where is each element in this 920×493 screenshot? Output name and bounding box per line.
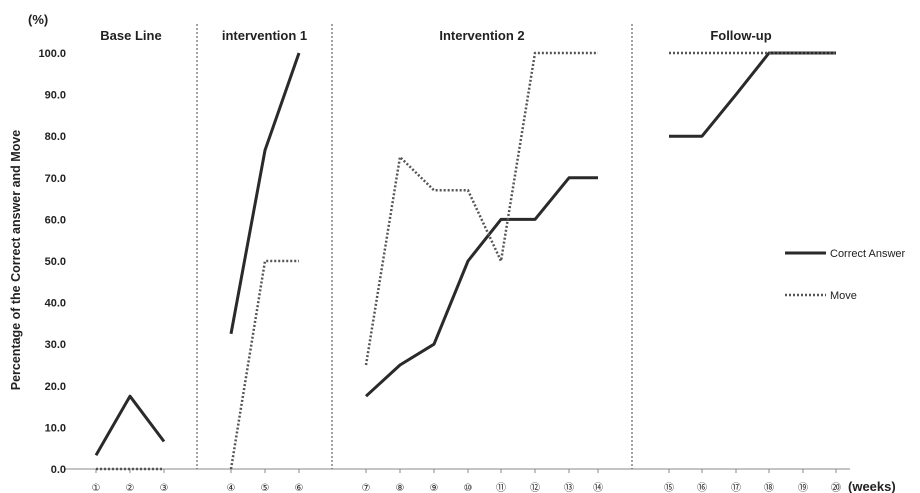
y-tick-label: 40.0 — [45, 298, 66, 310]
phase-label: intervention 1 — [222, 28, 307, 43]
move-series-line — [364, 51, 598, 366]
x-tick-label: ⑥ — [295, 483, 304, 493]
x-tick-label: ⑳ — [831, 482, 841, 493]
correct-answer-series-line — [364, 176, 598, 398]
x-tick-label: ⑦ — [362, 483, 371, 493]
x-tick-label: ⑮ — [664, 482, 674, 493]
x-tick-label: ① — [92, 483, 101, 493]
x-tick-label: ⑭ — [593, 482, 603, 493]
legend: Correct Answer Move — [785, 248, 906, 302]
axes — [65, 468, 850, 473]
y-tick-label: 90.0 — [45, 90, 66, 102]
phase-dividers — [196, 24, 633, 469]
phase-label: Intervention 2 — [439, 28, 524, 43]
x-tick-label: ③ — [160, 483, 169, 493]
x-tick-label: ⑨ — [430, 483, 439, 493]
correct-answer-series-line — [669, 51, 836, 138]
x-tick-label: ⑫ — [530, 482, 540, 493]
y-tick-label: 100.0 — [38, 48, 66, 60]
x-tick-label: ⑩ — [464, 483, 473, 493]
y-tick-label: 0.0 — [51, 464, 66, 476]
y-tick-label: 50.0 — [45, 256, 66, 268]
y-tick-label: 10.0 — [45, 422, 66, 434]
correct-answer-series-line — [94, 394, 166, 457]
x-unit-label: (weeks) — [848, 479, 896, 493]
x-tick-label: ⑧ — [396, 483, 405, 493]
x-tick-label: ⑯ — [697, 482, 707, 493]
y-tick-label: 70.0 — [45, 173, 66, 185]
chart-text: (%) (weeks) Percentage of the Correct an… — [9, 12, 896, 493]
x-tick-label: ⑰ — [731, 482, 741, 493]
y-unit-label: (%) — [28, 12, 48, 27]
y-tick-label: 20.0 — [45, 381, 66, 393]
x-tick-label: ⑤ — [261, 483, 270, 493]
x-tick-label: ② — [126, 483, 135, 493]
y-tick-label: 60.0 — [45, 214, 66, 226]
y-axis-title: Percentage of the Correct answer and Mov… — [9, 130, 23, 391]
legend-label: Correct Answer — [830, 248, 906, 260]
x-tick-label: ⑬ — [564, 482, 574, 493]
phase-label: Follow-up — [710, 28, 771, 43]
y-tick-label: 30.0 — [45, 339, 66, 351]
x-tick-label: ④ — [227, 483, 236, 493]
move-series-line — [229, 259, 299, 470]
x-tick-label: ⑱ — [764, 482, 774, 493]
x-tick-label: ⑪ — [496, 482, 506, 493]
phase-label: Base Line — [100, 28, 161, 43]
series-lines — [94, 51, 836, 471]
legend-label: Move — [830, 290, 857, 302]
correct-answer-series-line — [229, 52, 301, 335]
y-tick-label: 80.0 — [45, 131, 66, 143]
x-tick-label: ⑲ — [798, 482, 808, 493]
